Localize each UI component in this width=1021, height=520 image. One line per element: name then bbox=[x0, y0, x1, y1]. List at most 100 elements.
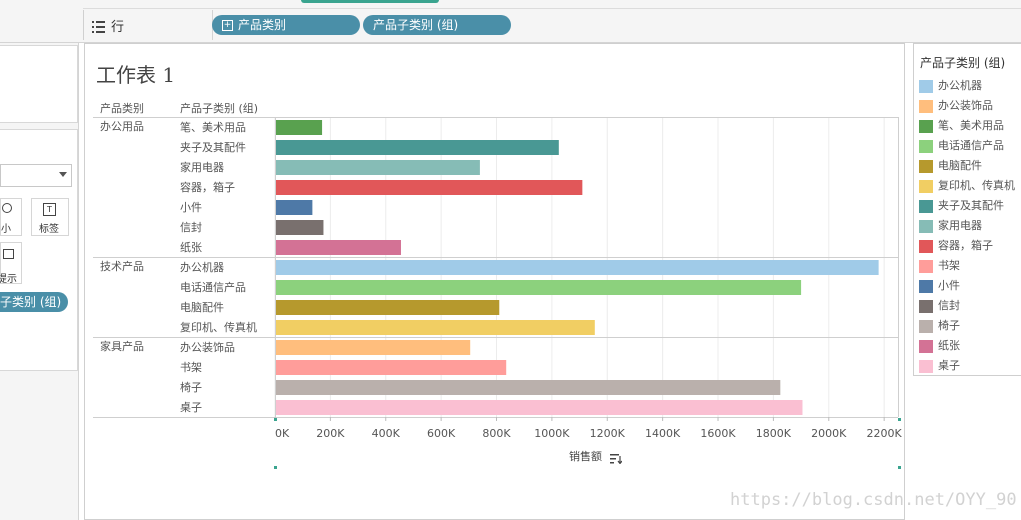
tooltip-button[interactable]: 提示 bbox=[0, 242, 22, 285]
subcategory-label: 夹子及其配件 bbox=[180, 141, 246, 154]
columns-shelf[interactable] bbox=[83, 0, 1021, 9]
rows-pill-subcategory[interactable]: 产品子类别 (组) bbox=[363, 15, 511, 35]
legend-item[interactable]: 办公装饰品 bbox=[919, 98, 993, 114]
x-tick-label: 0K bbox=[275, 427, 290, 440]
chevron-down-icon bbox=[59, 172, 67, 177]
watermark-text: https://blog.csdn.net/OYY_90 bbox=[730, 490, 1017, 510]
legend-item[interactable]: 电话通信产品 bbox=[919, 138, 1004, 154]
legend-swatch bbox=[919, 319, 933, 333]
legend-label: 容器，箱子 bbox=[938, 239, 993, 252]
legend-swatch bbox=[919, 79, 933, 93]
tooltip-icon bbox=[3, 249, 14, 259]
legend-swatch bbox=[919, 119, 933, 133]
legend-swatch bbox=[919, 139, 933, 153]
legend-item[interactable]: 小件 bbox=[919, 278, 960, 294]
expand-icon[interactable]: + bbox=[222, 20, 233, 31]
bar[interactable] bbox=[275, 320, 595, 335]
sort-icon[interactable] bbox=[610, 449, 623, 468]
bar[interactable] bbox=[275, 340, 471, 355]
mark-type-dropdown[interactable] bbox=[0, 164, 72, 187]
rows-pill-category[interactable]: + 产品类别 bbox=[212, 15, 360, 35]
x-tick-label: 800K bbox=[482, 427, 511, 440]
legend-item[interactable]: 复印机、传真机 bbox=[919, 178, 1015, 194]
legend-swatch bbox=[919, 159, 933, 173]
subcategory-label: 桌子 bbox=[180, 401, 202, 414]
label-icon: T bbox=[43, 203, 56, 216]
legend-swatch bbox=[919, 199, 933, 213]
legend-item[interactable]: 家用电器 bbox=[919, 218, 982, 234]
legend-label: 纸张 bbox=[938, 339, 960, 352]
subcategory-label: 书架 bbox=[180, 361, 202, 374]
rows-label: 行 bbox=[111, 20, 125, 35]
subcategory-label: 容器，箱子 bbox=[180, 180, 235, 194]
bar[interactable] bbox=[275, 400, 803, 415]
legend-label: 书架 bbox=[938, 259, 960, 272]
pages-card bbox=[0, 45, 78, 123]
legend-label: 办公机器 bbox=[938, 79, 982, 92]
header-subcategory[interactable]: 产品子类别 (组) bbox=[180, 102, 259, 115]
legend-label: 桌子 bbox=[938, 359, 960, 372]
bar[interactable] bbox=[275, 120, 323, 135]
legend-item[interactable]: 容器，箱子 bbox=[919, 238, 993, 254]
bar[interactable] bbox=[275, 220, 324, 235]
legend-item[interactable]: 信封 bbox=[919, 298, 960, 314]
legend-swatch bbox=[919, 99, 933, 113]
legend-item[interactable]: 桌子 bbox=[919, 358, 960, 374]
x-tick-label: 2200K bbox=[867, 427, 903, 440]
bar[interactable] bbox=[275, 140, 559, 155]
legend-item[interactable]: 办公机器 bbox=[919, 78, 982, 94]
legend-label: 笔、美术用品 bbox=[938, 119, 1004, 132]
category-label: 技术产品 bbox=[100, 259, 144, 273]
bar[interactable] bbox=[275, 300, 500, 315]
color-pill[interactable]: 子类别 (组) bbox=[0, 292, 68, 312]
legend-item[interactable]: 夹子及其配件 bbox=[919, 198, 1004, 214]
axis-corner-mark bbox=[898, 418, 901, 421]
worksheet: 工作表 1 产品类别 产品子类别 (组) 办公用品 笔、美术用品 夹子及其配件 家用电… bbox=[84, 43, 905, 520]
x-tick-label: 200K bbox=[316, 427, 345, 440]
x-tick-label: 600K bbox=[427, 427, 456, 440]
columns-pill[interactable] bbox=[301, 0, 439, 3]
bar[interactable] bbox=[275, 160, 480, 175]
bar[interactable] bbox=[275, 280, 802, 295]
legend-item[interactable]: 椅子 bbox=[919, 318, 960, 334]
legend-label: 电脑配件 bbox=[938, 159, 982, 172]
legend-item[interactable]: 电脑配件 bbox=[919, 158, 982, 174]
bar[interactable] bbox=[275, 380, 781, 395]
legend-swatch bbox=[919, 259, 933, 273]
list-icon bbox=[92, 18, 105, 37]
category-label: 家具产品 bbox=[100, 339, 144, 353]
legend-swatch bbox=[919, 339, 933, 353]
legend-title: 产品子类别 (组) bbox=[920, 56, 1006, 70]
x-tick-label: 1000K bbox=[534, 427, 570, 440]
size-button[interactable]: 小 bbox=[0, 198, 22, 236]
legend-item[interactable]: 笔、美术用品 bbox=[919, 118, 1004, 134]
x-axis-title: 销售额 bbox=[569, 450, 602, 463]
subcategory-label: 椅子 bbox=[180, 380, 202, 394]
subcategory-label: 小件 bbox=[180, 201, 202, 214]
rows-shelf[interactable]: 行 + 产品类别 产品子类别 (组) bbox=[83, 10, 1021, 40]
bar[interactable] bbox=[275, 360, 507, 375]
subcategory-label: 办公装饰品 bbox=[180, 340, 235, 354]
category-label: 办公用品 bbox=[100, 120, 144, 133]
bar[interactable] bbox=[275, 240, 401, 255]
subcategory-label: 复印机、传真机 bbox=[180, 320, 257, 334]
legend-label: 家用电器 bbox=[938, 219, 982, 232]
header-category[interactable]: 产品类别 bbox=[100, 102, 144, 115]
bar[interactable] bbox=[275, 260, 879, 275]
marks-panel: 小 T 标签 提示 子类别 (组) bbox=[0, 43, 79, 520]
label-button[interactable]: T 标签 bbox=[31, 198, 69, 236]
bar[interactable] bbox=[275, 200, 313, 215]
shelves-area: 行 + 产品类别 产品子类别 (组) bbox=[0, 0, 1021, 43]
bar[interactable] bbox=[275, 180, 583, 195]
legend-item[interactable]: 纸张 bbox=[919, 338, 960, 354]
x-tick-label: 1800K bbox=[756, 427, 792, 440]
legend-label: 小件 bbox=[938, 279, 960, 292]
legend-label: 办公装饰品 bbox=[938, 99, 993, 112]
x-tick-label: 2000K bbox=[811, 427, 847, 440]
legend-swatch bbox=[919, 299, 933, 313]
legend-swatch bbox=[919, 179, 933, 193]
legend-label: 夹子及其配件 bbox=[938, 199, 1004, 212]
subcategory-label: 纸张 bbox=[180, 241, 202, 254]
legend-item[interactable]: 书架 bbox=[919, 258, 960, 274]
